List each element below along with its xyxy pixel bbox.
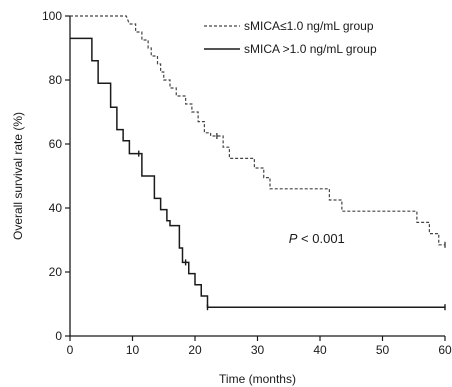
x-tick-label: 10 [126,343,140,357]
y-tick-label: 60 [49,137,63,151]
x-tick-label: 60 [438,343,452,357]
x-axis-title: Time (months) [219,372,296,386]
legend-label: sMICA≤1.0 ng/mL group [244,19,374,33]
p-value-rest: < 0.001 [301,231,345,246]
x-ticks: 0 10 20 30 40 50 60 [67,336,452,357]
y-tick-label: 0 [55,329,62,343]
legend-label: sMICA >1.0 ng/mL group [244,42,377,56]
p-value-italic: P [289,231,298,246]
y-tick-label: 20 [49,265,63,279]
x-tick-label: 0 [67,343,74,357]
y-tick-label: 80 [49,73,63,87]
x-tick-label: 40 [313,343,327,357]
x-tick-label: 50 [376,343,390,357]
y-ticks: 0 20 40 60 80 100 [42,9,70,343]
axes [69,16,445,337]
y-tick-label: 40 [49,201,63,215]
y-axis-title: Overall survival rate (%) [11,112,25,240]
y-tick-label: 100 [42,9,62,23]
series-layer [70,15,446,311]
legend: sMICA≤1.0 ng/mL group sMICA >1.0 ng/mL gr… [204,19,377,56]
x-tick-label: 20 [188,343,202,357]
p-value-annotation: P < 0.001 [289,231,345,246]
x-tick-label: 30 [251,343,265,357]
series-line-high-smica [70,37,445,308]
series-line-low-smica [70,15,445,246]
